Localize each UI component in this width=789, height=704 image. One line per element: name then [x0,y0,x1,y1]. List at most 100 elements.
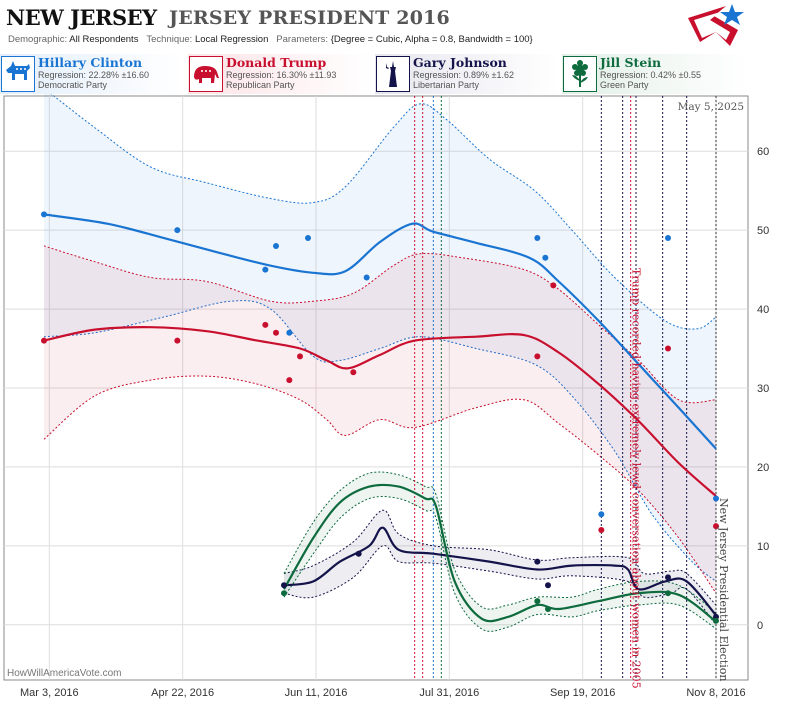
lower-bound-line [283,496,717,632]
legend-regression: Regression: 22.28% ±16.60 [38,70,150,80]
y-axis: 0 10 20 30 40 50 60 [757,146,769,632]
trend-line [43,213,717,450]
technique-value: Local Regression [194,34,269,45]
legend-regression: Regression: 0.89% ±1.62 [413,70,514,80]
event-annotation: New Jersey Presidential Election [717,498,730,681]
legend-regression: Regression: 16.30% ±11.93 [226,70,337,80]
chart-header: NEW JERSEY JERSEY PRESIDENT 2016 Demogra… [0,0,789,48]
poll-point [286,329,293,336]
donkey-icon [1,56,35,92]
confidence-band [284,471,716,632]
legend-item-stein: Jill Stein Regression: 0.42% ±0.55 Green… [562,54,747,94]
poll-point [305,235,311,242]
legend-item-trump: Donald Trump Regression: 16.30% ±11.93 R… [188,54,373,94]
poll-point [350,369,357,376]
legend-regression: Regression: 0.42% ±0.55 [600,70,701,80]
event-lines [414,96,717,680]
x-tick-label: Mar 3, 2016 [20,687,79,699]
poll-point [713,495,719,502]
gridlines [4,96,748,680]
legend-item-clinton: Hillary Clinton Regression: 22.28% ±16.6… [0,54,185,94]
poll-point [286,377,293,384]
event-annotation: Trump recorded having extremely lewd con… [630,268,643,689]
poll-point [41,211,47,218]
technique-label: Technique: [146,34,193,45]
poll-points [41,211,719,624]
demographic-label: Demographic: [8,34,68,45]
poll-point [665,574,671,581]
poll-point [713,523,719,530]
poll-point [598,527,605,534]
poll-point [534,598,541,605]
poll-point [41,337,47,344]
poll-point [713,617,719,624]
poll-point [665,345,671,352]
candidate-legend: Hillary Clinton Regression: 22.28% ±16.6… [0,54,789,94]
poll-point [534,235,541,242]
parameters-value: {Degree = Cubic, Alpha = 0.8, Bandwidth … [330,34,533,45]
poll-point [534,558,541,565]
legend-name: Jill Stein [600,55,662,70]
poll-point [262,321,269,328]
trend-line [283,526,717,617]
poll-point [355,550,362,557]
elephant-icon [189,56,223,92]
confidence-band [44,94,716,582]
lower-bound-line [43,375,717,594]
poll-point [174,337,181,344]
x-tick-label: Jun 11, 2016 [285,687,348,699]
legend-name: Donald Trump [226,55,327,70]
watermark: HowWillAmericaVote.com [7,668,121,679]
lower-bound-line [43,300,717,582]
poll-point [550,282,557,289]
x-tick-label: Jul 31, 2016 [419,687,479,699]
poll-point [545,605,551,612]
legend-name: Gary Johnson [413,55,507,70]
y-tick-label: 0 [757,620,763,632]
poll-point [665,590,671,597]
y-tick-label: 10 [757,541,769,553]
poll-point [297,353,303,360]
y-tick-label: 40 [757,304,769,316]
poll-point [281,590,287,597]
x-tick-label: Apr 22, 2016 [151,687,214,699]
upper-bound-line [283,509,717,606]
y-tick-label: 20 [757,462,769,474]
poll-point [273,329,279,336]
x-tick-label: Sep 19, 2016 [550,687,615,699]
poll-point [174,227,181,234]
poll-point [598,511,605,518]
polling-chart: 0 10 20 30 40 50 60 Mar 3, 2016 Apr 22, 2016 Jun … [3,94,769,699]
as-of-date: May 5, 2025 [678,101,744,113]
poll-point [363,274,370,281]
race-title: JERSEY PRESIDENT 2016 [169,7,450,29]
parameters-label: Parameters: [276,34,329,45]
poll-point [542,254,549,261]
poll-point [281,582,287,589]
legend-party: Libertarian Party [413,80,480,90]
site-logo-icon [688,4,744,46]
legend-party: Democratic Party [38,80,108,90]
trend-line [283,483,717,623]
legend-party: Green Party [600,80,649,90]
y-tick-label: 30 [757,383,769,395]
confidence-band [284,510,716,625]
y-tick-label: 60 [757,146,769,158]
legend-name: Hillary Clinton [38,55,143,70]
legend-item-johnson: Gary Johnson Regression: 0.89% ±1.62 Lib… [375,54,560,94]
flower-icon [563,56,597,92]
parameters-line: Demographic: All Respondents Technique: … [8,34,533,45]
poll-point [262,266,269,273]
upper-bound-line [50,94,717,330]
liberty-icon [376,56,410,92]
x-tick-label: Nov 8, 2016 [686,687,745,699]
trend-line [43,326,717,497]
poll-point [534,353,541,360]
legend-party: Republican Party [226,80,295,90]
trend-lines [43,213,717,623]
x-axis: Mar 3, 2016 Apr 22, 2016 Jun 11, 2016 Jul 3… [20,687,746,699]
poll-point [545,582,551,589]
upper-bound-line [283,471,717,614]
poll-point [273,242,279,249]
y-tick-label: 50 [757,225,769,237]
